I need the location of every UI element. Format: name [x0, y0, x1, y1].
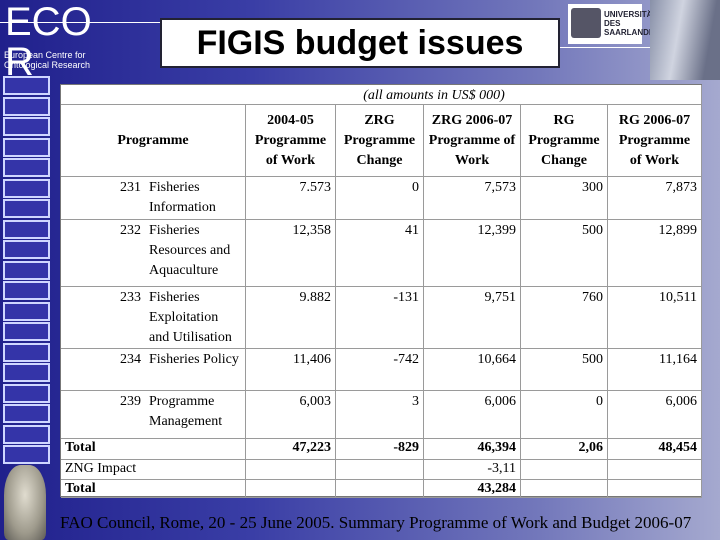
logo-subtitle: European Centre for Ontological Research	[4, 50, 91, 70]
total-amount: -829	[336, 439, 424, 460]
programme-code: 232	[61, 220, 145, 287]
amount: 500	[521, 349, 608, 391]
amount: 6,006	[424, 391, 521, 439]
rule	[560, 47, 720, 48]
amount: -742	[336, 349, 424, 391]
programme-name: Programme Management	[145, 391, 246, 439]
total-amount	[608, 480, 702, 498]
sidebar-box	[3, 404, 50, 423]
sidebar-box	[3, 137, 50, 157]
amount: 12,358	[246, 220, 336, 287]
amount: 7,873	[608, 177, 702, 220]
amount: 7,573	[424, 177, 521, 220]
logo-letters: ECO R	[5, 0, 92, 84]
total-amount: -3,11	[424, 460, 521, 480]
amount: 500	[521, 220, 608, 287]
total-amount: 48,454	[608, 439, 702, 460]
column-header: RG 2006-07 Programme of Work	[608, 105, 702, 177]
sidebar-box	[3, 363, 50, 382]
column-header: 2004-05 Programme of Work	[246, 105, 336, 177]
title: FIGIS budget issues	[160, 18, 560, 68]
sidebar-box	[3, 240, 50, 259]
programme-name: Fisheries Information	[145, 177, 246, 220]
amount: 10,664	[424, 349, 521, 391]
total-amount	[521, 480, 608, 498]
total-amount	[246, 460, 336, 480]
sidebar-box	[3, 445, 50, 464]
column-header: ZRG Programme Change	[336, 105, 424, 177]
amount: 12,899	[608, 220, 702, 287]
sidebar-box	[3, 260, 50, 280]
total-amount	[521, 460, 608, 480]
sidebar-box	[3, 281, 50, 300]
bust-image	[4, 465, 46, 540]
rule	[0, 22, 160, 23]
sidebar-box	[3, 96, 50, 116]
programme-name: Fisheries Policy	[145, 349, 246, 391]
sidebar-box	[3, 301, 50, 321]
sidebar-box	[3, 199, 50, 218]
total-amount	[336, 480, 424, 498]
budget-table: (all amounts in US$ 000) Programme 2004-05…	[60, 84, 702, 498]
total-label: ZNG Impact	[61, 460, 246, 480]
amount: 12,399	[424, 220, 521, 287]
sidebar-box	[3, 383, 50, 403]
programme-name: Fisheries Exploitation and Utilisation	[145, 287, 246, 349]
amount: 9.882	[246, 287, 336, 349]
total-amount: 47,223	[246, 439, 336, 460]
programme-name: Fisheries Resources and Aquaculture	[145, 220, 246, 287]
sidebar-box	[3, 117, 50, 136]
column-header: Programme	[61, 105, 246, 177]
amount: 6,006	[608, 391, 702, 439]
amount: 300	[521, 177, 608, 220]
total-label: Total	[61, 480, 246, 498]
sidebar-box	[3, 342, 50, 362]
programme-code: 234	[61, 349, 145, 391]
programme-code: 239	[61, 391, 145, 439]
sidebar-box	[3, 219, 50, 239]
sidebar-box	[3, 322, 50, 341]
amount: 41	[336, 220, 424, 287]
amount: 9,751	[424, 287, 521, 349]
amount: 11,406	[246, 349, 336, 391]
amount: 0	[336, 177, 424, 220]
amount: 7.573	[246, 177, 336, 220]
footer: FAO Council, Rome, 20 - 25 June 2005. Su…	[60, 513, 692, 532]
total-amount: 46,394	[424, 439, 521, 460]
column-header: RG Programme Change	[521, 105, 608, 177]
total-amount	[246, 480, 336, 498]
building-image	[650, 0, 720, 80]
total-amount	[336, 460, 424, 480]
table-caption: (all amounts in US$ 000)	[61, 85, 702, 105]
amount: 3	[336, 391, 424, 439]
amount: 0	[521, 391, 608, 439]
university-emblem	[571, 8, 601, 38]
sidebar-box	[3, 424, 50, 444]
total-label: Total	[61, 439, 246, 460]
programme-code: 231	[61, 177, 145, 220]
total-amount	[608, 460, 702, 480]
amount: 10,511	[608, 287, 702, 349]
sidebar-box	[3, 76, 50, 95]
amount: 11,164	[608, 349, 702, 391]
sidebar-box	[3, 158, 50, 177]
total-amount: 43,284	[424, 480, 521, 498]
programme-code: 233	[61, 287, 145, 349]
amount: 6,003	[246, 391, 336, 439]
amount: 760	[521, 287, 608, 349]
total-amount: 2,06	[521, 439, 608, 460]
amount: -131	[336, 287, 424, 349]
column-header: ZRG 2006-07 Programme of Work	[424, 105, 521, 177]
sidebar-box	[3, 178, 50, 198]
